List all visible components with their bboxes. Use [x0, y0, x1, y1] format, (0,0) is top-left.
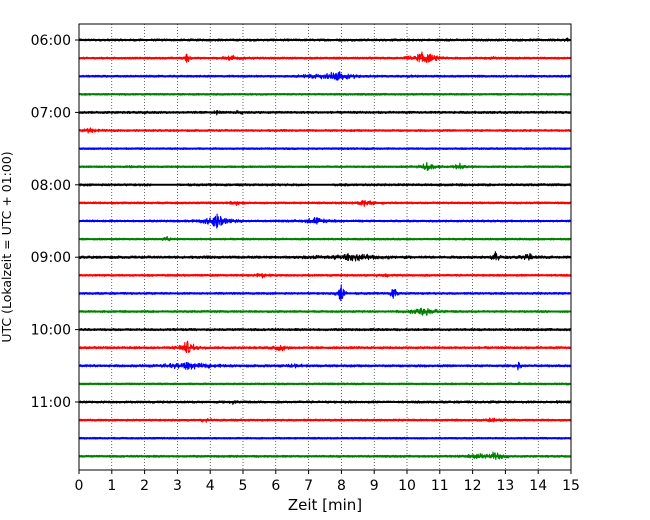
- x-tick-label-2: 2: [140, 478, 149, 494]
- x-tick-label-1: 1: [107, 478, 116, 494]
- x-tick-label-12: 12: [464, 478, 482, 494]
- x-tick-label-6: 6: [271, 478, 280, 494]
- x-tick-label-13: 13: [496, 478, 514, 494]
- y-tick-label-07:00: 07:00: [31, 105, 71, 121]
- x-tick-label-5: 5: [239, 478, 248, 494]
- x-tick-label-8: 8: [337, 478, 346, 494]
- y-tick-label-08:00: 08:00: [31, 178, 71, 194]
- y-axis: 06:00 07:00 08:00 09:00 10:00 11:00: [31, 33, 79, 411]
- y-axis-label: UTC (Lokalzeit = UTC + 01:00): [0, 151, 14, 342]
- x-tick-label-0: 0: [75, 478, 84, 494]
- y-tick-label-11:00: 11:00: [31, 395, 71, 411]
- x-tick-label-11: 11: [431, 478, 449, 494]
- x-tick-label-3: 3: [173, 478, 182, 494]
- y-tick-label-06:00: 06:00: [31, 33, 71, 49]
- x-tick-label-4: 4: [206, 478, 215, 494]
- x-tick-label-15: 15: [562, 478, 580, 494]
- y-tick-label-10:00: 10:00: [31, 323, 71, 339]
- x-axis: 0 1 2 3 4 5 6 7 8 9 10 11 12 13 14 15: [75, 470, 580, 494]
- x-axis-label: Zeit [min]: [288, 496, 362, 514]
- x-tick-label-9: 9: [370, 478, 379, 494]
- x-tick-label-14: 14: [529, 478, 547, 494]
- y-tick-label-09:00: 09:00: [31, 250, 71, 266]
- trace-group: [78, 37, 572, 461]
- x-tick-label-7: 7: [304, 478, 313, 494]
- x-tick-label-10: 10: [398, 478, 416, 494]
- plot-frame: [78, 23, 572, 471]
